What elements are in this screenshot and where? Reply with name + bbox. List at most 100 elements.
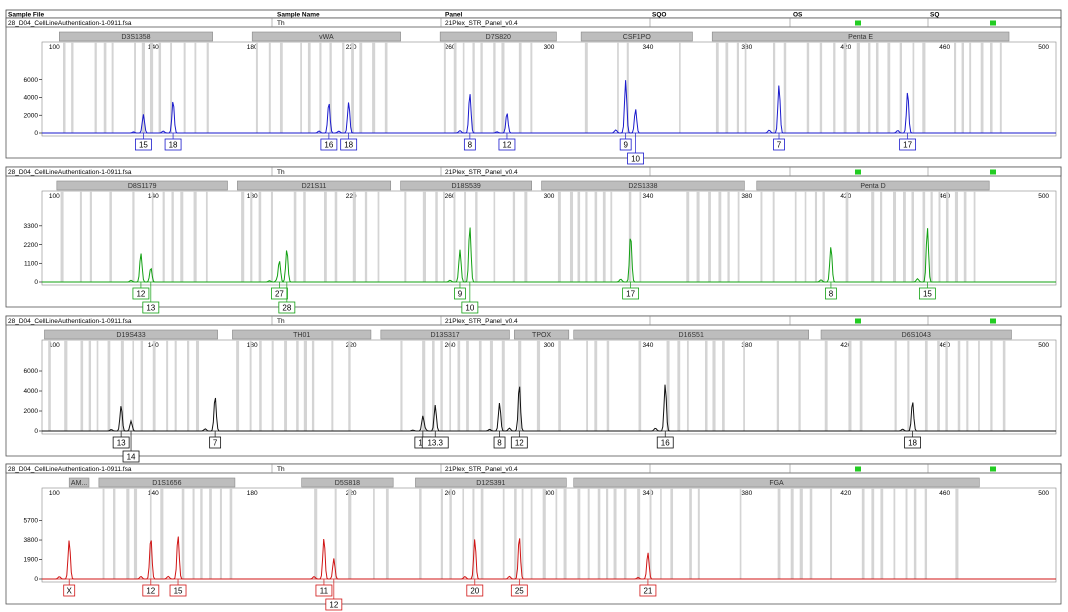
locus-bar[interactable] bbox=[580, 31, 693, 42]
allele-call-box[interactable] bbox=[209, 436, 222, 449]
x-tick-label: 340 bbox=[642, 342, 653, 349]
sample-info-row[interactable] bbox=[5, 315, 1062, 326]
allele-call-box[interactable] bbox=[169, 584, 187, 597]
allele-call-box[interactable] bbox=[498, 138, 516, 151]
allelic-bin bbox=[973, 191, 976, 282]
locus-bar[interactable] bbox=[237, 180, 392, 191]
allele-call-box[interactable] bbox=[421, 436, 449, 449]
allele-call-box[interactable] bbox=[899, 138, 917, 151]
locus-bar[interactable] bbox=[59, 31, 213, 42]
sample-info-row[interactable] bbox=[5, 166, 1062, 177]
allele-call-box[interactable] bbox=[315, 584, 333, 597]
y-tick-label: 6000 bbox=[24, 368, 39, 375]
allele-call-box[interactable] bbox=[320, 138, 338, 151]
allele-call-box[interactable] bbox=[622, 287, 640, 300]
sample-info-row[interactable] bbox=[5, 463, 1062, 474]
allelic-bin bbox=[930, 191, 933, 282]
allelic-bin bbox=[557, 191, 561, 282]
allelic-bin bbox=[613, 488, 617, 579]
allele-call-box[interactable] bbox=[142, 584, 160, 597]
allele-call-box[interactable] bbox=[63, 584, 76, 597]
allele-call-box[interactable] bbox=[904, 436, 921, 449]
allele-call-label: 12 bbox=[329, 601, 338, 610]
y-tick-label: 2000 bbox=[24, 112, 39, 119]
allele-call-box[interactable] bbox=[278, 301, 296, 314]
allelic-bin bbox=[501, 340, 505, 431]
allelic-bin bbox=[584, 42, 588, 133]
allele-call-box[interactable] bbox=[132, 287, 150, 300]
allelic-bin bbox=[660, 488, 662, 579]
locus-bar[interactable] bbox=[514, 329, 570, 340]
allelic-bin bbox=[464, 191, 467, 282]
allele-call-box[interactable] bbox=[639, 584, 657, 597]
allele-call-box[interactable] bbox=[825, 287, 837, 300]
header-sample-file[interactable]: Sample File bbox=[8, 12, 45, 19]
allelic-bin bbox=[924, 340, 928, 431]
locus-bar[interactable] bbox=[251, 31, 401, 42]
allele-call-box[interactable] bbox=[122, 450, 140, 463]
locus-bar[interactable] bbox=[400, 180, 532, 191]
allelic-bin bbox=[60, 191, 64, 282]
allelic-bin bbox=[913, 488, 917, 579]
allele-call-box[interactable] bbox=[918, 287, 936, 300]
allele-call-box[interactable] bbox=[493, 436, 506, 449]
allele-call-box[interactable] bbox=[510, 584, 528, 597]
x-tick-label: 420 bbox=[840, 342, 851, 349]
locus-bar[interactable] bbox=[56, 180, 228, 191]
allelic-bin bbox=[938, 191, 941, 282]
allele-call-box[interactable] bbox=[463, 138, 476, 151]
locus-bar[interactable] bbox=[756, 180, 990, 191]
locus-bar[interactable] bbox=[573, 329, 809, 340]
x-tick-label: 340 bbox=[642, 44, 653, 51]
allelic-bin bbox=[708, 191, 711, 282]
allele-call-box[interactable] bbox=[112, 436, 130, 449]
sample-name: Th bbox=[277, 466, 285, 473]
allelic-bin bbox=[861, 488, 865, 579]
locus-bar[interactable] bbox=[232, 329, 372, 340]
allele-call-box[interactable] bbox=[461, 301, 479, 314]
allelic-bin bbox=[126, 488, 130, 579]
sample-info-row[interactable] bbox=[5, 17, 1062, 28]
header-sample-name[interactable]: Sample Name bbox=[277, 12, 320, 19]
allele-call-box[interactable] bbox=[773, 138, 785, 151]
allelic-bin bbox=[103, 42, 107, 133]
allelic-bin bbox=[255, 42, 258, 133]
allele-call-box[interactable] bbox=[510, 436, 528, 449]
locus-bar[interactable] bbox=[98, 477, 236, 488]
locus-bar[interactable] bbox=[415, 477, 567, 488]
allele-call-box[interactable] bbox=[340, 138, 358, 151]
allele-call-box[interactable] bbox=[619, 138, 632, 151]
locus-bar[interactable] bbox=[711, 31, 1010, 42]
allelic-bin bbox=[610, 191, 613, 282]
allelic-bin bbox=[542, 488, 546, 579]
locus-bar[interactable] bbox=[380, 329, 510, 340]
allele-call-box[interactable] bbox=[454, 287, 466, 300]
allelic-bin bbox=[638, 340, 642, 431]
locus-bar[interactable] bbox=[44, 329, 218, 340]
allelic-bin bbox=[689, 488, 692, 579]
locus-bar[interactable] bbox=[820, 329, 1012, 340]
allelic-bin bbox=[462, 42, 465, 133]
allele-call-box[interactable] bbox=[164, 138, 182, 151]
locus-bar[interactable] bbox=[541, 180, 745, 191]
locus-bar[interactable] bbox=[301, 477, 394, 488]
locus-bar[interactable] bbox=[573, 477, 980, 488]
allelic-bin bbox=[697, 488, 700, 579]
header-panel[interactable]: Panel bbox=[445, 12, 463, 19]
locus-bar[interactable] bbox=[68, 477, 90, 488]
allele-call-box[interactable] bbox=[142, 301, 160, 314]
allelic-bin bbox=[186, 340, 190, 431]
header-sqo[interactable]: SQO bbox=[652, 12, 666, 19]
allelic-bin bbox=[249, 340, 252, 431]
allele-call-box[interactable] bbox=[627, 152, 644, 165]
allele-call-box[interactable] bbox=[325, 598, 343, 611]
allele-call-box[interactable] bbox=[271, 287, 288, 300]
locus-bar[interactable] bbox=[439, 31, 557, 42]
header-sq[interactable]: SQ bbox=[930, 12, 939, 19]
allele-call-box[interactable] bbox=[656, 436, 674, 449]
allelic-bin bbox=[686, 191, 690, 282]
allelic-bin bbox=[351, 42, 354, 133]
header-os[interactable]: OS bbox=[793, 12, 803, 19]
allele-call-box[interactable] bbox=[134, 138, 152, 151]
allele-call-box[interactable] bbox=[466, 584, 484, 597]
